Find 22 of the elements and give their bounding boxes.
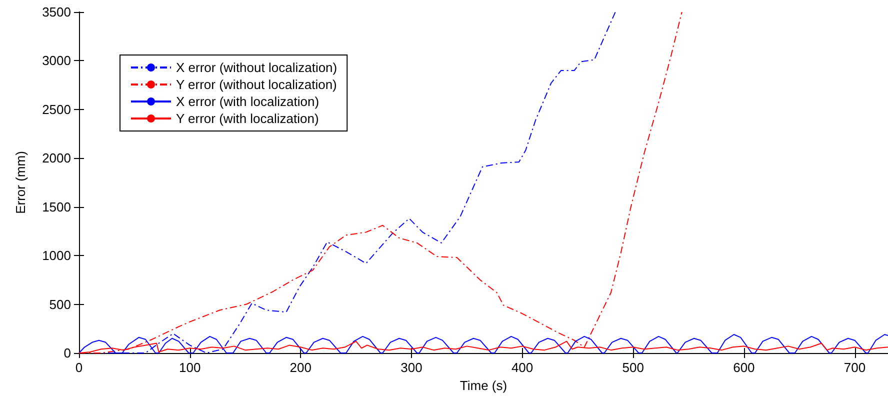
x-tick-label: 700: [844, 360, 866, 375]
legend-label: X error (without localization): [176, 60, 338, 75]
x-tick-label: 0: [75, 360, 83, 375]
legend-label: Y error (with localization): [176, 111, 319, 126]
x-tick-label: 500: [622, 360, 644, 375]
y-tick-label: 0: [64, 346, 71, 360]
x-tick-label: 100: [178, 360, 201, 375]
y-tick-label: 500: [49, 296, 71, 312]
y-tick-label: 3500: [42, 4, 71, 20]
legend-label: X error (with localization): [176, 94, 320, 109]
x-axis-title: Time (s): [460, 378, 508, 393]
y-tick-label: 3000: [42, 53, 71, 68]
x-tick-label: 200: [290, 360, 312, 375]
x-tick-label: 300: [400, 360, 422, 375]
legend-label: Y error (without localization): [176, 77, 337, 92]
y-tick-label: 1500: [42, 199, 71, 214]
y-tick-label: 2500: [42, 102, 71, 117]
y-tick-label: 1000: [42, 248, 71, 264]
x-tick-label: 400: [511, 360, 534, 375]
y-tick-label: 2000: [42, 150, 71, 166]
x-tick-label: 600: [733, 360, 755, 375]
y-axis-title: Error (mm): [13, 151, 28, 214]
